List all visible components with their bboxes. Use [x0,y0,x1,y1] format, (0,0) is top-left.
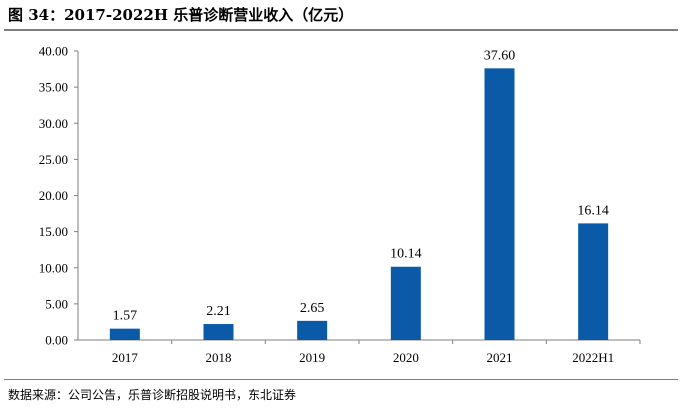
x-category-label: 2020 [393,350,419,365]
y-tick-label: 15.00 [39,224,68,239]
x-category-label: 2018 [206,350,232,365]
data-label: 16.14 [577,203,609,218]
x-category-label: 2017 [112,350,139,365]
bar-2019 [297,320,328,340]
y-tick-label: 0.00 [45,333,68,348]
bar-2021 [484,68,515,340]
y-tick-label: 10.00 [39,260,68,275]
revenue-bar-chart: 0.00 5.00 10.00 15.00 20.00 25.00 30.00 35.00 40… [39,44,641,365]
data-label: 1.57 [113,309,138,324]
bar-2018 [203,324,234,340]
x-category-label: 2019 [299,350,325,365]
title-divider [4,29,678,31]
data-label: 2.21 [206,304,231,319]
bar-2022H1 [578,223,609,340]
chart-title: 图 34：2017-2022H 乐普诊断营业收入（亿元） [8,6,354,24]
source-divider [4,379,678,380]
x-category-label: 2021 [487,350,513,365]
y-tick-label: 30.00 [39,116,68,131]
source-note: 数据来源：公司公告，乐普诊断招股说明书，东北证券 [8,388,297,402]
data-label: 2.65 [300,301,325,316]
y-tick-label: 5.00 [45,296,68,311]
y-tick-label: 40.00 [39,44,68,59]
bar-2020 [390,266,421,340]
y-tick-label: 35.00 [39,80,68,95]
bar-2017 [109,328,140,340]
data-label: 10.14 [390,247,422,262]
x-category-label: 2022H1 [572,350,614,365]
y-tick-label: 20.00 [39,188,68,203]
y-tick-label: 25.00 [39,152,68,167]
data-label: 37.60 [484,48,516,63]
